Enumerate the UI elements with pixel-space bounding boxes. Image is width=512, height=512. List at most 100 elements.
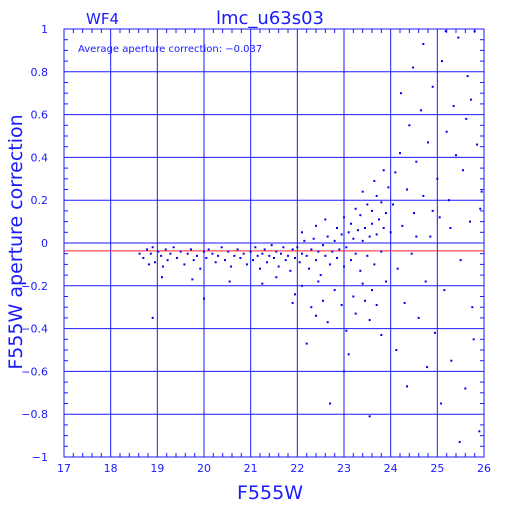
data-point [261, 282, 264, 285]
data-point [345, 329, 348, 332]
data-point [326, 321, 329, 324]
data-point [280, 252, 282, 255]
data-point [245, 263, 248, 266]
data-point [142, 256, 145, 259]
data-point [254, 246, 257, 249]
data-point [373, 263, 376, 266]
data-point [368, 235, 371, 238]
data-point [252, 259, 254, 262]
data-point [347, 353, 350, 356]
data-point [445, 130, 448, 133]
data-point [149, 252, 152, 255]
data-point [396, 267, 399, 270]
data-point [371, 289, 373, 292]
data-point [361, 282, 364, 285]
data-point [471, 306, 474, 309]
y-axis-label: F555W aperture correction [5, 114, 27, 369]
data-point [166, 259, 169, 262]
data-point [449, 227, 452, 230]
data-point [333, 289, 336, 292]
x-tick-label: 22 [290, 462, 304, 475]
data-point [333, 239, 336, 242]
data-point [375, 304, 378, 307]
data-point [415, 235, 418, 238]
data-point [192, 259, 195, 262]
data-point [359, 214, 362, 217]
data-point [199, 267, 202, 270]
data-point [266, 261, 268, 264]
data-point [322, 244, 324, 247]
data-point [380, 334, 383, 337]
data-point [448, 199, 450, 202]
data-point [326, 235, 329, 238]
data-point [310, 248, 313, 251]
data-point [476, 143, 478, 146]
x-tick-label: 19 [150, 462, 164, 475]
chip-label: WF4 [86, 10, 119, 28]
data-point [161, 276, 163, 279]
data-point [389, 231, 392, 234]
y-tick-label: 0.4 [31, 151, 49, 164]
x-tick-label: 18 [104, 462, 118, 475]
data-point [207, 248, 210, 251]
data-point [413, 212, 415, 215]
data-point [138, 252, 141, 255]
data-point [214, 261, 217, 264]
data-point [444, 30, 447, 33]
data-point [343, 370, 345, 373]
data-point [350, 222, 352, 225]
data-point [228, 280, 231, 283]
data-point [479, 207, 482, 210]
data-point [291, 301, 294, 304]
data-point [329, 402, 331, 405]
data-point [183, 263, 186, 266]
x-tick-label: 26 [477, 462, 491, 475]
data-point [366, 254, 369, 257]
data-point [270, 244, 273, 247]
data-point [354, 207, 357, 210]
data-point [317, 250, 320, 253]
data-point [147, 263, 150, 266]
data-point [345, 246, 348, 249]
data-point [203, 250, 205, 253]
data-point [294, 256, 296, 259]
data-point [220, 246, 223, 249]
data-point [217, 254, 219, 257]
data-point [361, 190, 364, 193]
x-tick-label: 25 [430, 462, 444, 475]
data-point [401, 224, 404, 227]
data-point [282, 246, 285, 249]
data-point [261, 252, 264, 255]
data-point [298, 261, 301, 264]
data-point [469, 220, 471, 223]
y-tick-label: −0.2 [21, 280, 48, 293]
data-point [399, 152, 401, 155]
x-axis-label: F555W [237, 482, 303, 504]
data-point [233, 254, 236, 257]
data-point [361, 239, 364, 242]
data-point [417, 316, 420, 319]
data-point [191, 278, 194, 281]
data-point [412, 66, 415, 69]
data-point [259, 267, 261, 270]
data-point [275, 250, 278, 253]
y-tick-label: −0.4 [21, 323, 48, 336]
data-point [403, 301, 406, 304]
data-point [301, 231, 303, 234]
y-tick-labels: 1 0.8 0.6 0.4 0.2 0 −0.2 −0.4 −0.6 −0.8 −1 [21, 23, 48, 464]
data-point [340, 233, 343, 236]
data-point [478, 430, 481, 433]
data-point [230, 265, 233, 268]
data-point [179, 250, 182, 253]
data-point [310, 306, 313, 309]
data-point [175, 256, 178, 259]
data-point [480, 190, 483, 193]
data-point [352, 295, 355, 298]
data-point [303, 239, 306, 242]
data-points [138, 30, 483, 444]
data-point [440, 402, 443, 405]
data-point [415, 160, 418, 163]
data-point [457, 36, 460, 39]
data-point [305, 342, 308, 345]
data-point [422, 42, 425, 45]
